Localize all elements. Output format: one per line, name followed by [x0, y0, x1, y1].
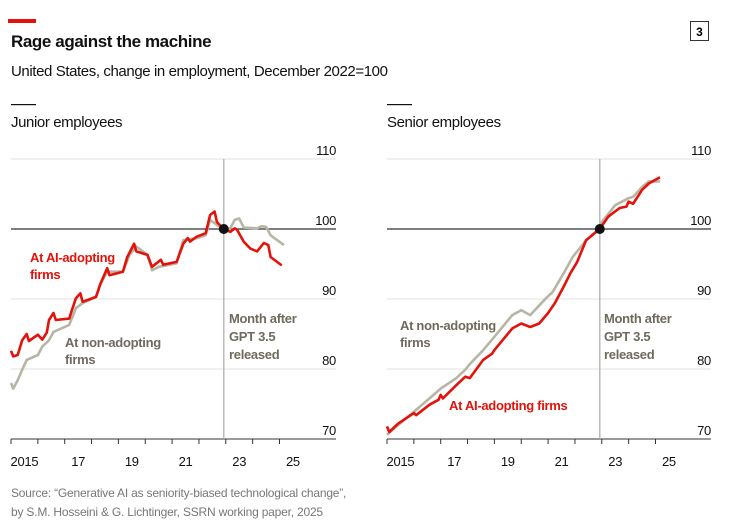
x-tick-label: 2015 [387, 454, 415, 469]
series-label: At non-adopting [65, 335, 161, 350]
x-tick-label: 23 [232, 454, 246, 469]
series-label: At non-adopting [400, 318, 496, 333]
y-tick-label: 100 [690, 213, 711, 228]
panel-junior: Junior employees 70 80 90 100 110 2015 17 19 21 23… [9, 104, 336, 469]
y-tick-label: 100 [315, 213, 336, 228]
panel-title: Junior employees [11, 114, 122, 131]
reference-point [594, 224, 605, 234]
y-tick-label: 70 [322, 423, 336, 438]
panel-rule [11, 104, 36, 106]
reference-point [218, 224, 229, 234]
panel-senior: Senior employees 70 80 90 100 110 2015 17 19 21 23… [385, 104, 711, 469]
y-tick-label: 90 [697, 283, 711, 298]
event-annotation: GPT 3.5 [604, 329, 650, 344]
chart-number: 3 [696, 25, 703, 39]
event-annotation: released [229, 347, 280, 362]
source-line-2: by S.M. Hosseini & G. Lichtinger, SSRN w… [11, 505, 323, 519]
series-label: At AI-adopting [30, 250, 115, 265]
x-tick-label: 23 [608, 454, 622, 469]
series-label: firms [65, 352, 95, 367]
x-tick-label: 17 [71, 454, 85, 469]
x-tick-label: 25 [662, 454, 676, 469]
source-line-1: Source: “Generative AI as seniority-bias… [11, 486, 346, 500]
x-tick-label: 19 [501, 454, 515, 469]
chart-subtitle: United States, change in employment, Dec… [11, 63, 388, 80]
x-tick-label: 21 [555, 454, 569, 469]
series-line-non-adopting [386, 180, 660, 436]
series-line-ai-adopting [9, 210, 283, 358]
series-label: firms [400, 335, 430, 350]
event-annotation: Month after [604, 311, 672, 326]
y-tick-label: 110 [691, 143, 711, 158]
series-line-non-adopting [9, 217, 285, 390]
y-tick-label: 80 [322, 353, 336, 368]
series-label: firms [30, 267, 60, 282]
y-tick-label: 90 [322, 283, 336, 298]
y-tick-label: 70 [697, 423, 711, 438]
x-tick-label: 25 [286, 454, 300, 469]
series-line-ai-adopting [385, 176, 661, 434]
panel-title: Senior employees [387, 114, 501, 131]
chart-number-box [690, 21, 709, 41]
panel-rule [387, 104, 412, 106]
y-tick-label: 110 [316, 143, 336, 158]
event-annotation: GPT 3.5 [229, 329, 275, 344]
event-annotation: released [604, 347, 655, 362]
x-tick-label: 19 [125, 454, 139, 469]
x-tick-label: 21 [179, 454, 193, 469]
x-tick-label: 2015 [11, 454, 39, 469]
event-annotation: Month after [229, 311, 297, 326]
accent-bar [8, 19, 36, 23]
chart-title: Rage against the machine [11, 32, 211, 51]
x-tick-label: 17 [447, 454, 461, 469]
series-label: At AI-adopting firms [449, 398, 568, 413]
y-tick-label: 80 [697, 353, 711, 368]
